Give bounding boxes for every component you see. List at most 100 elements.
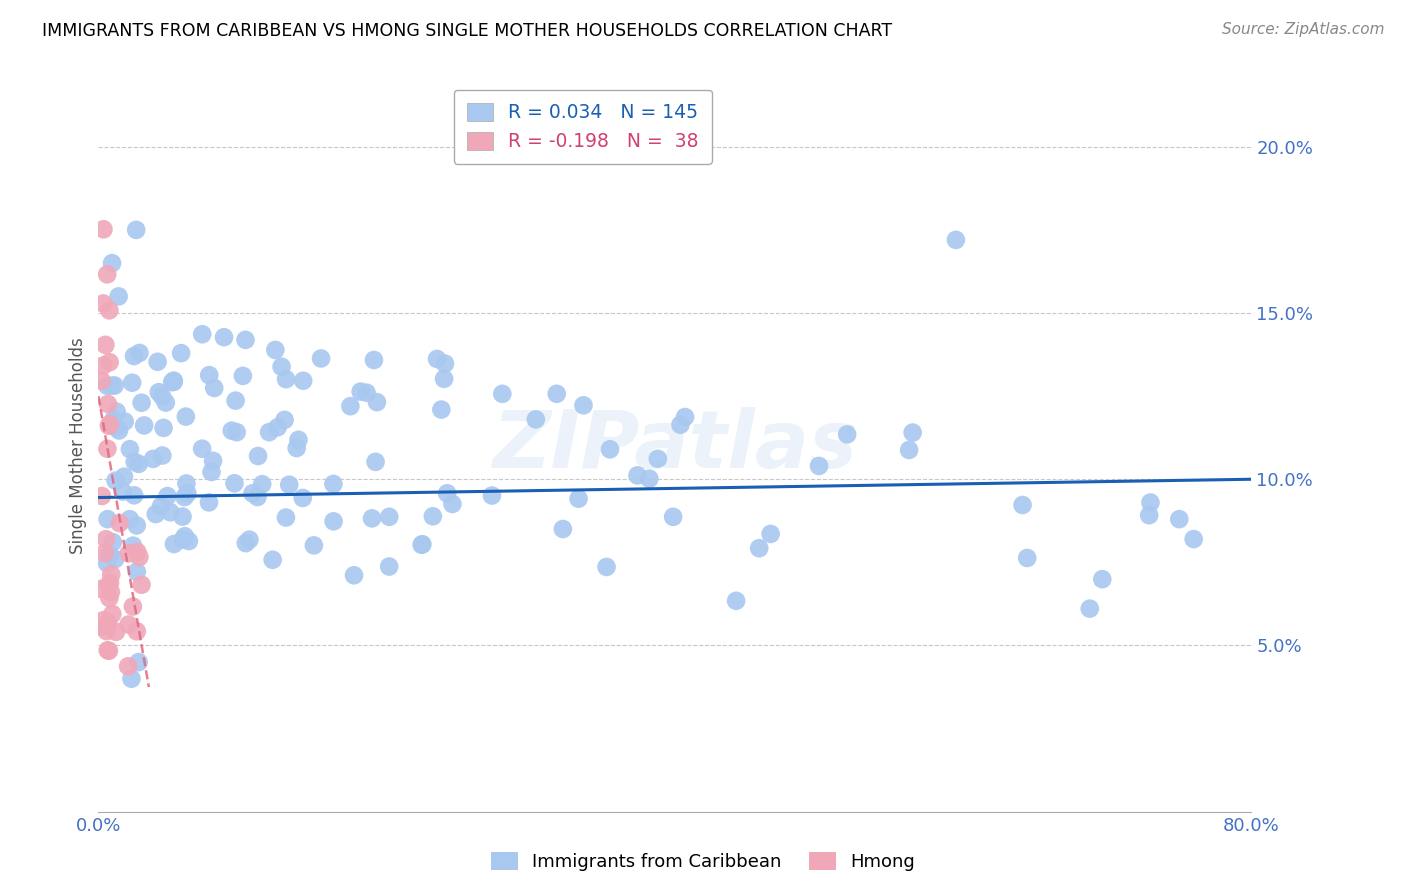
Point (97, 418, 120, 433)
Point (1182, 532, 1205, 546)
Point (247, 449, 270, 463)
Point (232, 368, 254, 383)
Point (595, 560, 617, 574)
Point (145, 507, 167, 521)
Point (176, 486, 198, 500)
Point (198, 368, 221, 383)
Point (291, 491, 314, 505)
Point (152, 421, 174, 435)
Point (1139, 495, 1161, 509)
Point (146, 355, 169, 369)
Point (127, 545, 149, 559)
Point (90, 582, 112, 596)
Point (128, 549, 150, 564)
Point (103, 413, 125, 427)
Y-axis label: Single Mother Households: Single Mother Households (69, 338, 87, 554)
Point (198, 495, 221, 509)
Point (104, 378, 127, 392)
Point (1017, 551, 1039, 566)
Point (93, 613, 115, 627)
Point (662, 509, 685, 524)
Point (322, 477, 344, 491)
Point (93, 619, 115, 633)
Point (837, 427, 859, 442)
Point (148, 385, 170, 400)
Point (163, 375, 186, 389)
Point (524, 412, 547, 426)
Point (94, 546, 117, 560)
Point (172, 509, 194, 524)
Point (159, 505, 181, 519)
Point (117, 659, 139, 673)
Point (101, 535, 124, 549)
Point (202, 381, 225, 395)
Point (309, 351, 332, 366)
Point (378, 509, 401, 524)
Point (224, 476, 246, 491)
Point (1011, 498, 1033, 512)
Point (118, 442, 141, 457)
Point (177, 534, 200, 549)
Point (349, 384, 371, 399)
Point (1091, 572, 1114, 586)
Point (287, 433, 309, 447)
Point (1168, 512, 1191, 526)
Point (221, 424, 243, 438)
Point (128, 346, 150, 360)
Point (122, 539, 145, 553)
Point (262, 553, 284, 567)
Point (108, 424, 131, 438)
Point (142, 452, 165, 467)
Point (104, 552, 127, 566)
Point (238, 533, 260, 547)
Point (121, 672, 143, 686)
Point (163, 537, 186, 551)
Point (638, 472, 661, 486)
Point (302, 538, 325, 552)
Point (270, 359, 292, 374)
Point (111, 484, 134, 499)
Point (274, 510, 297, 524)
Point (98, 303, 121, 318)
Point (433, 357, 456, 371)
Point (90, 374, 112, 388)
Point (134, 418, 156, 433)
Point (274, 372, 297, 386)
Text: IMMIGRANTS FROM CARIBBEAN VS HMONG SINGLE MOTHER HOUSEHOLDS CORRELATION CHART: IMMIGRANTS FROM CARIBBEAN VS HMONG SINGL… (42, 22, 893, 40)
Point (150, 449, 173, 463)
Text: ZIPatlas: ZIPatlas (492, 407, 858, 485)
Point (1078, 601, 1101, 615)
Point (945, 233, 967, 247)
Point (107, 289, 129, 303)
Point (131, 396, 153, 410)
Point (117, 617, 139, 632)
Point (125, 624, 148, 639)
Point (97, 397, 120, 411)
Point (91, 296, 114, 310)
Point (170, 346, 193, 360)
Point (104, 624, 127, 639)
Point (101, 607, 124, 621)
Point (491, 386, 513, 401)
Point (572, 398, 595, 412)
Point (212, 330, 235, 344)
Point (101, 256, 124, 270)
Point (96, 624, 118, 638)
Point (131, 578, 153, 592)
Point (94, 533, 117, 547)
Point (114, 415, 136, 429)
Point (322, 514, 344, 528)
Point (105, 420, 128, 434)
Point (647, 451, 669, 466)
Point (441, 497, 464, 511)
Point (150, 389, 173, 403)
Point (546, 386, 568, 401)
Point (105, 405, 128, 419)
Point (104, 474, 127, 488)
Point (108, 516, 131, 530)
Point (156, 489, 179, 503)
Point (673, 410, 696, 425)
Point (411, 537, 433, 551)
Point (97, 615, 120, 630)
Point (98, 575, 121, 590)
